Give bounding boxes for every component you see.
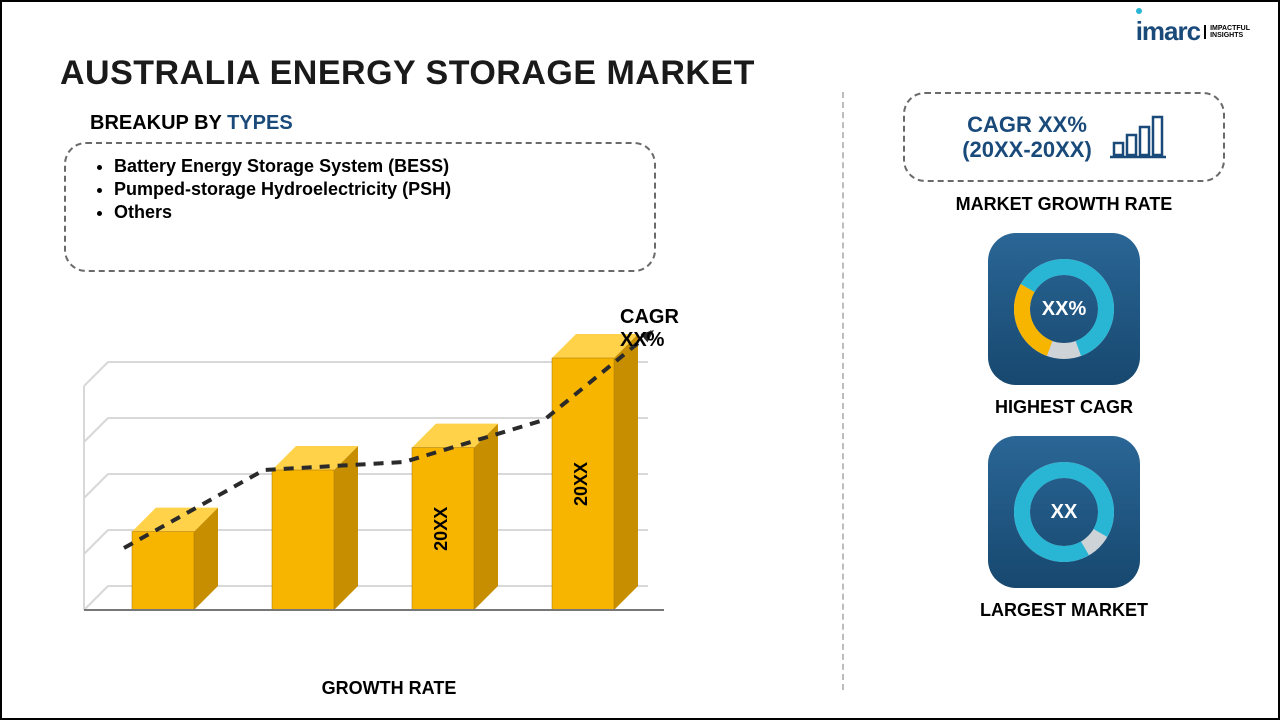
breakup-subtitle: BREAKUP BY TYPES bbox=[90, 112, 293, 135]
logo-wordmark: imarc bbox=[1136, 16, 1200, 47]
cagr-summary-box: CAGR XX% (20XX-20XX) bbox=[903, 92, 1225, 182]
logo-brand-text: imarc bbox=[1136, 16, 1200, 46]
svg-text:20XX: 20XX bbox=[571, 462, 591, 506]
subtitle-prefix: BREAKUP BY bbox=[90, 112, 227, 134]
list-item: Others bbox=[114, 202, 624, 223]
brand-logo: imarc IMPACTFUL INSIGHTS bbox=[1136, 16, 1250, 47]
chart-annotation: CAGR XX% bbox=[620, 306, 714, 352]
highest-cagr-label: HIGHEST CAGR bbox=[884, 397, 1244, 418]
list-item: Pumped-storage Hydroelectricity (PSH) bbox=[114, 179, 624, 200]
logo-tag-line1: IMPACTFUL bbox=[1210, 25, 1250, 32]
subtitle-highlight: TYPES bbox=[227, 112, 293, 134]
bars-icon bbox=[1110, 113, 1166, 161]
donut2-center: XX bbox=[1051, 501, 1078, 524]
largest-market-label: LARGEST MARKET bbox=[884, 600, 1244, 621]
cagr-line2: (20XX-20XX) bbox=[962, 137, 1092, 162]
chart-svg: 20XX 20XX bbox=[64, 310, 714, 670]
page-title: AUSTRALIA ENERGY STORAGE MARKET bbox=[60, 54, 755, 93]
logo-tag-line2: INSIGHTS bbox=[1210, 32, 1250, 39]
chart-axis-label: GROWTH RATE bbox=[64, 678, 714, 699]
cagr-summary-text: CAGR XX% (20XX-20XX) bbox=[962, 112, 1092, 163]
donut1-center: XX% bbox=[1042, 298, 1086, 321]
highest-cagr-tile: XX% bbox=[988, 233, 1140, 385]
growth-chart: 20XX20XX CAGR XX% bbox=[64, 310, 714, 670]
cagr-line1: CAGR XX% bbox=[962, 112, 1092, 137]
logo-tagline: IMPACTFUL INSIGHTS bbox=[1204, 25, 1250, 39]
svg-text:20XX: 20XX bbox=[431, 507, 451, 551]
types-box: Battery Energy Storage System (BESS) Pum… bbox=[64, 142, 656, 272]
logo-dot-icon bbox=[1136, 8, 1142, 14]
vertical-divider bbox=[842, 92, 844, 690]
right-panel: CAGR XX% (20XX-20XX) MARKET GROWTH RATE … bbox=[884, 92, 1244, 621]
types-list: Battery Energy Storage System (BESS) Pum… bbox=[114, 156, 624, 223]
list-item: Battery Energy Storage System (BESS) bbox=[114, 156, 624, 177]
largest-market-tile: XX bbox=[988, 436, 1140, 588]
market-growth-rate-label: MARKET GROWTH RATE bbox=[884, 194, 1244, 215]
